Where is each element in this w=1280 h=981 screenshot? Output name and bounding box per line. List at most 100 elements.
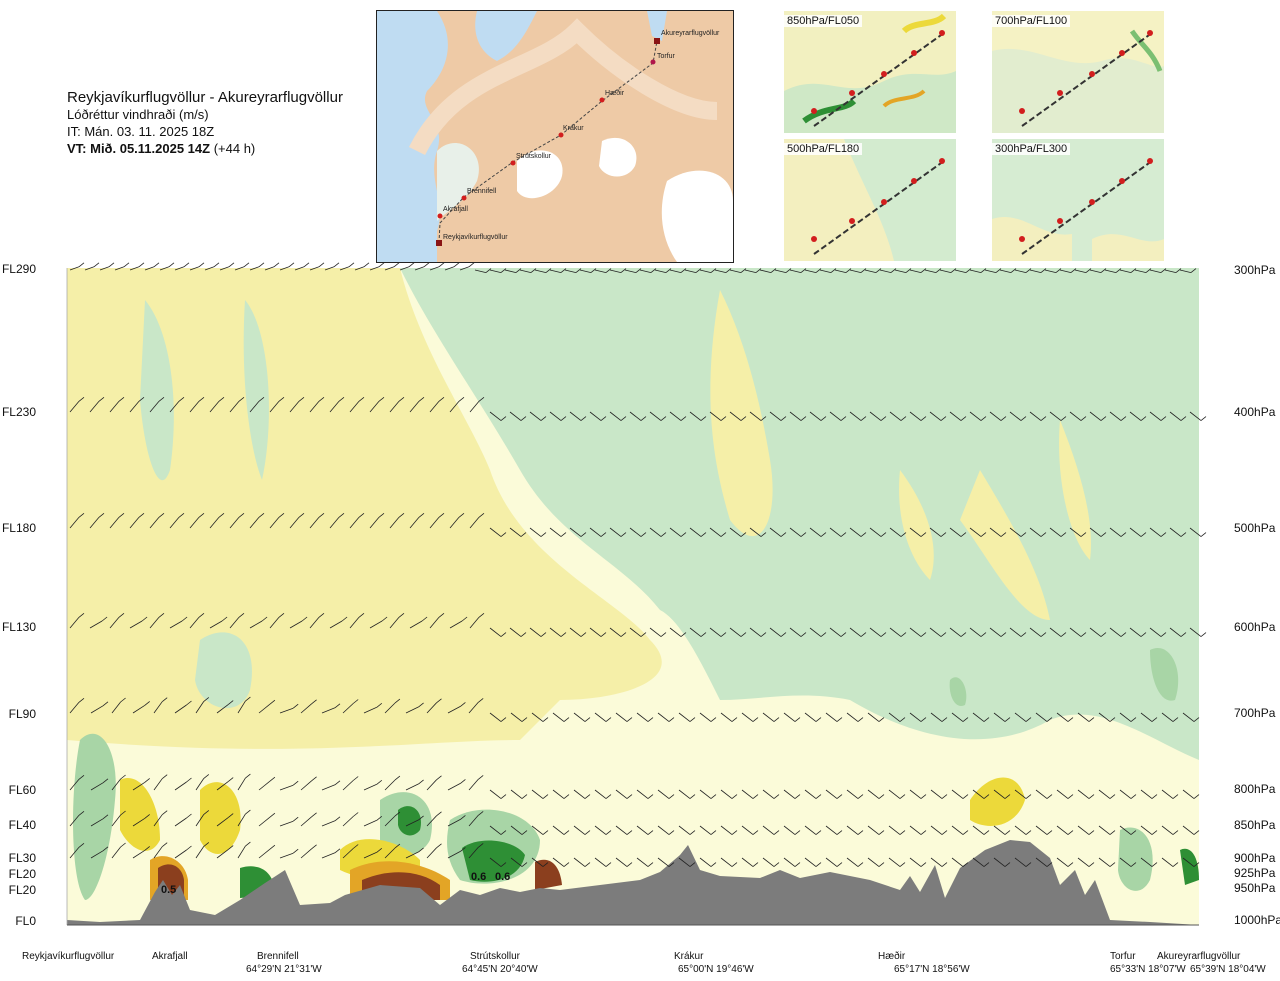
wind-barb-feather: [780, 632, 787, 637]
wind-barb-feather: [120, 697, 126, 703]
valid-time-offset: (+44 h): [213, 141, 256, 156]
wind-barb: [569, 527, 582, 537]
wind-barb-feather: [238, 612, 245, 618]
wind-barb: [689, 411, 702, 421]
wind-barb: [144, 266, 155, 271]
wind-barb: [762, 825, 775, 835]
thumb-850[interactable]: 850hPa/FL050: [784, 11, 956, 133]
wind-barb: [363, 783, 377, 791]
wind-barb-feather: [93, 262, 100, 268]
wind-barb-feather: [303, 262, 310, 268]
wind-barb: [594, 857, 607, 867]
thumb-850-label: 850hPa/FL050: [784, 15, 863, 27]
wind-barb-feather: [477, 843, 484, 848]
wind-barb: [1009, 627, 1022, 637]
wind-barb-feather: [1100, 532, 1107, 537]
wind-barb-feather: [1130, 717, 1137, 722]
wind-barb: [654, 269, 667, 273]
wind-barb: [589, 527, 602, 537]
wind-barb: [909, 627, 922, 637]
wind-barb: [300, 816, 312, 827]
wind-barb: [447, 851, 461, 859]
wind-barb: [429, 617, 440, 629]
thumb-500[interactable]: 500hPa/FL180: [784, 139, 956, 261]
wind-barb: [1077, 857, 1090, 867]
wind-barb-feather: [333, 262, 340, 268]
wind-barb: [720, 712, 733, 722]
wind-barb-feather: [278, 396, 285, 402]
wind-barb-feather: [1200, 416, 1207, 421]
wind-barb: [300, 848, 312, 859]
wind-barb: [829, 627, 842, 637]
wind-barb: [195, 846, 205, 859]
wind-barb-feather: [292, 848, 299, 854]
wind-barb-feather: [857, 717, 864, 722]
wind-barb: [189, 517, 200, 529]
wind-barb-feather: [1080, 416, 1087, 421]
wind-barb-feather: [460, 847, 466, 852]
wind-barb: [1134, 269, 1147, 273]
wind-barb: [209, 401, 220, 413]
wind-barb: [329, 401, 340, 413]
wind-barb: [1069, 527, 1082, 537]
wind-barb-feather: [605, 830, 612, 835]
wind-barb: [1049, 411, 1062, 421]
wind-barb-feather: [700, 632, 707, 637]
wind-barb-feather: [298, 396, 305, 402]
wind-barb-feather: [500, 794, 507, 799]
thumb-700[interactable]: 700hPa/FL100: [992, 11, 1164, 133]
wind-barb: [342, 848, 354, 859]
wind-barb-feather: [500, 416, 507, 421]
wind-barb: [759, 269, 772, 273]
wind-barb-feather: [144, 846, 150, 851]
thumb-300[interactable]: 300hPa/FL300: [992, 139, 1164, 261]
wind-barb-feather: [878, 794, 885, 799]
wind-barb-feather: [78, 697, 85, 703]
wind-barb-feather: [218, 512, 225, 518]
wind-barb-feather: [292, 780, 299, 786]
wind-barb-feather: [1060, 416, 1067, 421]
wind-barb-feather: [1088, 830, 1095, 835]
wind-barb-feather: [168, 262, 175, 268]
wind-barb: [229, 401, 240, 413]
wind-barb: [573, 857, 586, 867]
wind-barb-feather: [840, 632, 847, 637]
wind-barb-feather: [1172, 862, 1179, 867]
wind-barb-feather: [1046, 717, 1053, 722]
wind-barb-feather: [773, 862, 780, 867]
wind-barb: [153, 778, 163, 791]
wind-barb-feather: [418, 702, 424, 708]
wind-barb: [264, 266, 275, 271]
wind-barb: [363, 851, 377, 859]
wind-barb-feather: [962, 830, 969, 835]
hpa-label-2: 500hPa: [1234, 521, 1276, 535]
field-sink-mid-2: [1150, 648, 1179, 701]
wind-barb-feather: [815, 862, 822, 867]
wind-barb: [951, 825, 964, 835]
wind-barb-feather: [962, 862, 969, 867]
wind-barb-feather: [740, 532, 747, 537]
wind-barb: [369, 266, 380, 271]
wind-barb-feather: [960, 632, 967, 637]
wind-barb-feather: [542, 717, 549, 722]
map-label-strutskollur: Strútskollur: [516, 153, 552, 160]
wind-barb: [972, 712, 985, 722]
wind-barb: [864, 269, 877, 273]
wind-barb-feather: [478, 396, 485, 402]
wind-barb-feather: [980, 632, 987, 637]
field-downdraft-4: [1180, 848, 1199, 885]
wind-barb-feather: [227, 777, 234, 782]
wind-barb-feather: [138, 262, 145, 268]
thumb-700-svg: [992, 11, 1164, 133]
wind-barb: [609, 627, 622, 637]
label-0-5: 0.5: [161, 884, 176, 896]
wind-barb: [159, 266, 170, 271]
wind-barb-feather: [1109, 830, 1116, 835]
wind-barb-feather: [1200, 532, 1207, 537]
wind-barb-feather: [120, 842, 126, 848]
wind-barb-feather: [689, 830, 696, 835]
wind-barb-feather: [438, 512, 445, 518]
wind-barb: [867, 857, 880, 867]
wind-barb: [449, 517, 460, 529]
wind-barb-feather: [800, 268, 807, 273]
